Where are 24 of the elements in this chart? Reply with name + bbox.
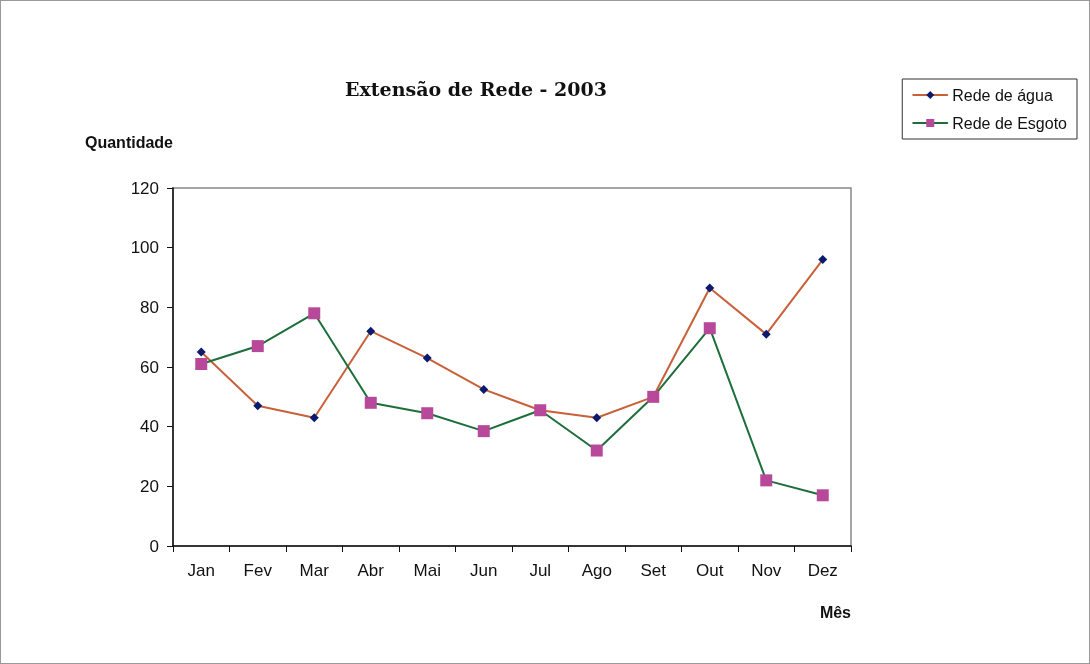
x-tick-label: Out [696,561,724,580]
x-tick-label: Mar [299,561,330,580]
x-tick-label: Nov [751,561,782,580]
y-tick-label: 40 [140,417,159,437]
x-tick-label: Fev [243,561,273,580]
legend-label: Rede de água [952,86,1053,104]
x-tick-label: Jan [187,561,215,580]
legend-label: Rede de Esgoto [952,114,1068,132]
y-tick-label: 80 [140,297,159,317]
x-axis-title: Mês [819,603,852,621]
x-tick-label: Jul [529,561,552,580]
y-axis-title: Quantidade [84,133,174,151]
x-tick-label: Dez [807,561,838,580]
y-tick-label: 100 [130,238,159,258]
chart-title: Extensão de Rede - 2003 [344,77,608,100]
x-tick-label: Abr [357,561,385,580]
y-tick-label: 120 [130,178,159,198]
x-tick-label: Ago [581,561,612,580]
y-tick-label: 0 [149,536,159,556]
y-tick-label: 20 [140,476,159,496]
x-tick-label: Set [640,561,667,580]
x-tick-label: Jun [470,561,498,580]
y-tick-label: 60 [140,357,159,377]
x-tick-label: Mai [413,561,441,580]
